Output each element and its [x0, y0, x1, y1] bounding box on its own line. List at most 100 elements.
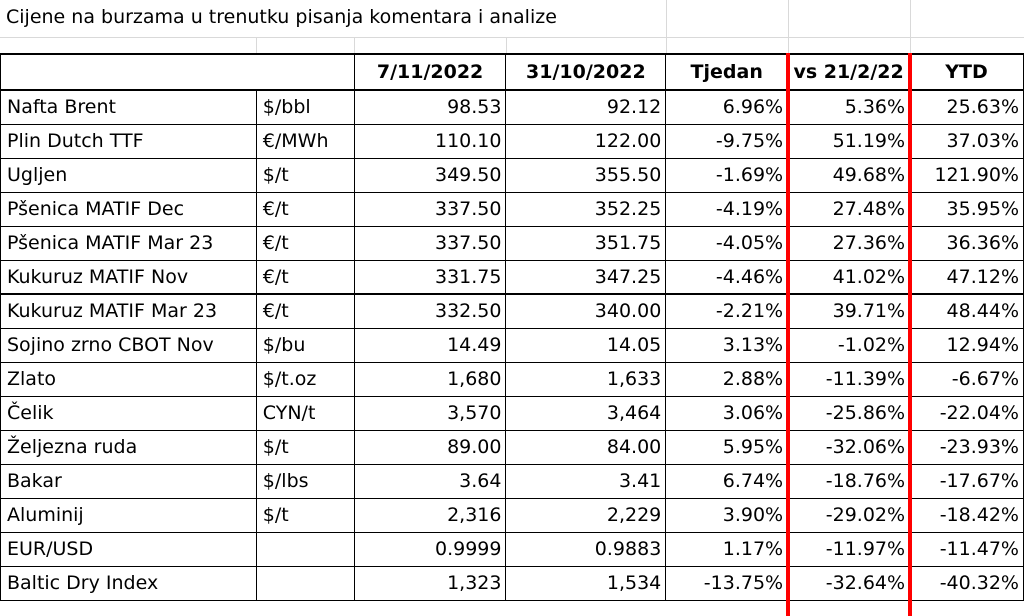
gridline — [910, 0, 911, 53]
commodity-name: Pšenica MATIF Dec — [0, 192, 257, 227]
unit-cell: $/bu — [255, 328, 355, 363]
change-vs-date: -32.64% — [787, 566, 911, 601]
unit-cell — [255, 532, 355, 567]
price-previous: 14.05 — [505, 328, 667, 363]
price-previous: 347.25 — [505, 260, 667, 295]
change-ytd: 121.90% — [909, 158, 1024, 193]
change-week: -1.69% — [665, 158, 789, 193]
price-previous: 3,464 — [505, 396, 667, 431]
gridline — [0, 37, 1024, 38]
sheet-title: Cijene na burzama u trenutku pisanja kom… — [6, 6, 557, 28]
table-row: Plin Dutch TTF €/MWh 110.10 122.00 -9.75% 51.… — [0, 124, 1024, 159]
header-row: 7/11/2022 31/10/2022 Tjedan vs 21/2/22 Y… — [0, 53, 1024, 91]
unit-cell: $/t — [255, 498, 355, 533]
header-date-current: 7/11/2022 — [353, 53, 507, 91]
price-current: 332.50 — [353, 293, 507, 329]
change-ytd: -11.47% — [909, 532, 1024, 567]
table-row: Željezna ruda $/t 89.00 84.00 5.95% -32.06% -2… — [0, 430, 1024, 465]
change-ytd: 47.12% — [909, 260, 1024, 295]
commodity-name: Nafta Brent — [0, 90, 257, 125]
commodity-name: Aluminij — [0, 498, 257, 533]
change-week: -13.75% — [665, 566, 789, 601]
table-row: EUR/USD 0.9999 0.9883 1.17% -11.97% -11.47% — [0, 532, 1024, 567]
change-ytd: -40.32% — [909, 566, 1024, 601]
change-vs-date: 27.48% — [787, 192, 911, 227]
price-previous: 352.25 — [505, 192, 667, 227]
table-row: Ugljen $/t 349.50 355.50 -1.69% 49.68% 121.90% — [0, 158, 1024, 193]
change-week: -4.05% — [665, 226, 789, 261]
table-row: Sojino zrno CBOT Nov $/bu 14.49 14.05 3.13% -… — [0, 328, 1024, 363]
gridline — [506, 37, 507, 53]
change-ytd: 25.63% — [909, 90, 1024, 125]
price-previous: 0.9883 — [505, 532, 667, 567]
change-week: -9.75% — [665, 124, 789, 159]
price-current: 98.53 — [353, 90, 507, 125]
change-ytd: -22.04% — [909, 396, 1024, 431]
unit-cell: $/t.oz — [255, 362, 355, 397]
price-current: 14.49 — [353, 328, 507, 363]
change-vs-date: 39.71% — [787, 293, 911, 329]
price-previous: 340.00 — [505, 293, 667, 329]
commodity-name: Plin Dutch TTF — [0, 124, 257, 159]
price-previous: 92.12 — [505, 90, 667, 125]
change-vs-date: -32.06% — [787, 430, 911, 465]
change-ytd: -23.93% — [909, 430, 1024, 465]
red-separator — [786, 53, 790, 616]
unit-cell: €/t — [255, 260, 355, 295]
change-ytd: 12.94% — [909, 328, 1024, 363]
header-date-previous: 31/10/2022 — [505, 53, 667, 91]
change-ytd: 37.03% — [909, 124, 1024, 159]
table-row: Aluminij $/t 2,316 2,229 3.90% -29.02% -18.42% — [0, 498, 1024, 533]
change-week: 1.17% — [665, 532, 789, 567]
table-row: Kukuruz MATIF Nov €/t 331.75 347.25 -4.46% 41… — [0, 260, 1024, 295]
commodity-name: Čelik — [0, 396, 257, 431]
header-blank — [0, 53, 355, 91]
change-vs-date: -29.02% — [787, 498, 911, 533]
change-week: 5.95% — [665, 430, 789, 465]
commodity-name: Kukuruz MATIF Nov — [0, 260, 257, 295]
commodity-name: EUR/USD — [0, 532, 257, 567]
change-vs-date: 49.68% — [787, 158, 911, 193]
change-vs-date: -1.02% — [787, 328, 911, 363]
change-ytd: 35.95% — [909, 192, 1024, 227]
unit-cell: CYN/t — [255, 396, 355, 431]
gridline — [354, 37, 355, 53]
change-vs-date: 5.36% — [787, 90, 911, 125]
price-previous: 1,534 — [505, 566, 667, 601]
change-vs-date: -25.86% — [787, 396, 911, 431]
unit-cell: $/t — [255, 158, 355, 193]
change-week: 3.90% — [665, 498, 789, 533]
change-week: 6.74% — [665, 464, 789, 499]
table-row: Pšenica MATIF Dec €/t 337.50 352.25 -4.19% 27… — [0, 192, 1024, 227]
price-current: 349.50 — [353, 158, 507, 193]
unit-cell — [255, 566, 355, 601]
change-ytd: -18.42% — [909, 498, 1024, 533]
commodity-name: Baltic Dry Index — [0, 566, 257, 601]
unit-cell: €/t — [255, 192, 355, 227]
unit-cell: €/t — [255, 226, 355, 261]
unit-cell: $/lbs — [255, 464, 355, 499]
gridline — [788, 0, 789, 53]
commodity-name: Bakar — [0, 464, 257, 499]
table-row: Kukuruz MATIF Mar 23 €/t 332.50 340.00 -2.21… — [0, 293, 1024, 329]
price-current: 89.00 — [353, 430, 507, 465]
price-current: 2,316 — [353, 498, 507, 533]
gridline — [666, 0, 667, 53]
change-week: -4.46% — [665, 260, 789, 295]
table-row: Pšenica MATIF Mar 23 €/t 337.50 351.75 -4.05… — [0, 226, 1024, 261]
commodity-name: Zlato — [0, 362, 257, 397]
header-week: Tjedan — [665, 53, 789, 91]
price-previous: 3.41 — [505, 464, 667, 499]
change-vs-date: 41.02% — [787, 260, 911, 295]
price-current: 0.9999 — [353, 532, 507, 567]
price-current: 1,680 — [353, 362, 507, 397]
price-previous: 84.00 — [505, 430, 667, 465]
commodity-name: Ugljen — [0, 158, 257, 193]
change-week: 2.88% — [665, 362, 789, 397]
price-previous: 351.75 — [505, 226, 667, 261]
change-week: 6.96% — [665, 90, 789, 125]
change-week: -4.19% — [665, 192, 789, 227]
table-row: Baltic Dry Index 1,323 1,534 -13.75% -32.64%… — [0, 566, 1024, 601]
change-week: 3.06% — [665, 396, 789, 431]
price-previous: 122.00 — [505, 124, 667, 159]
